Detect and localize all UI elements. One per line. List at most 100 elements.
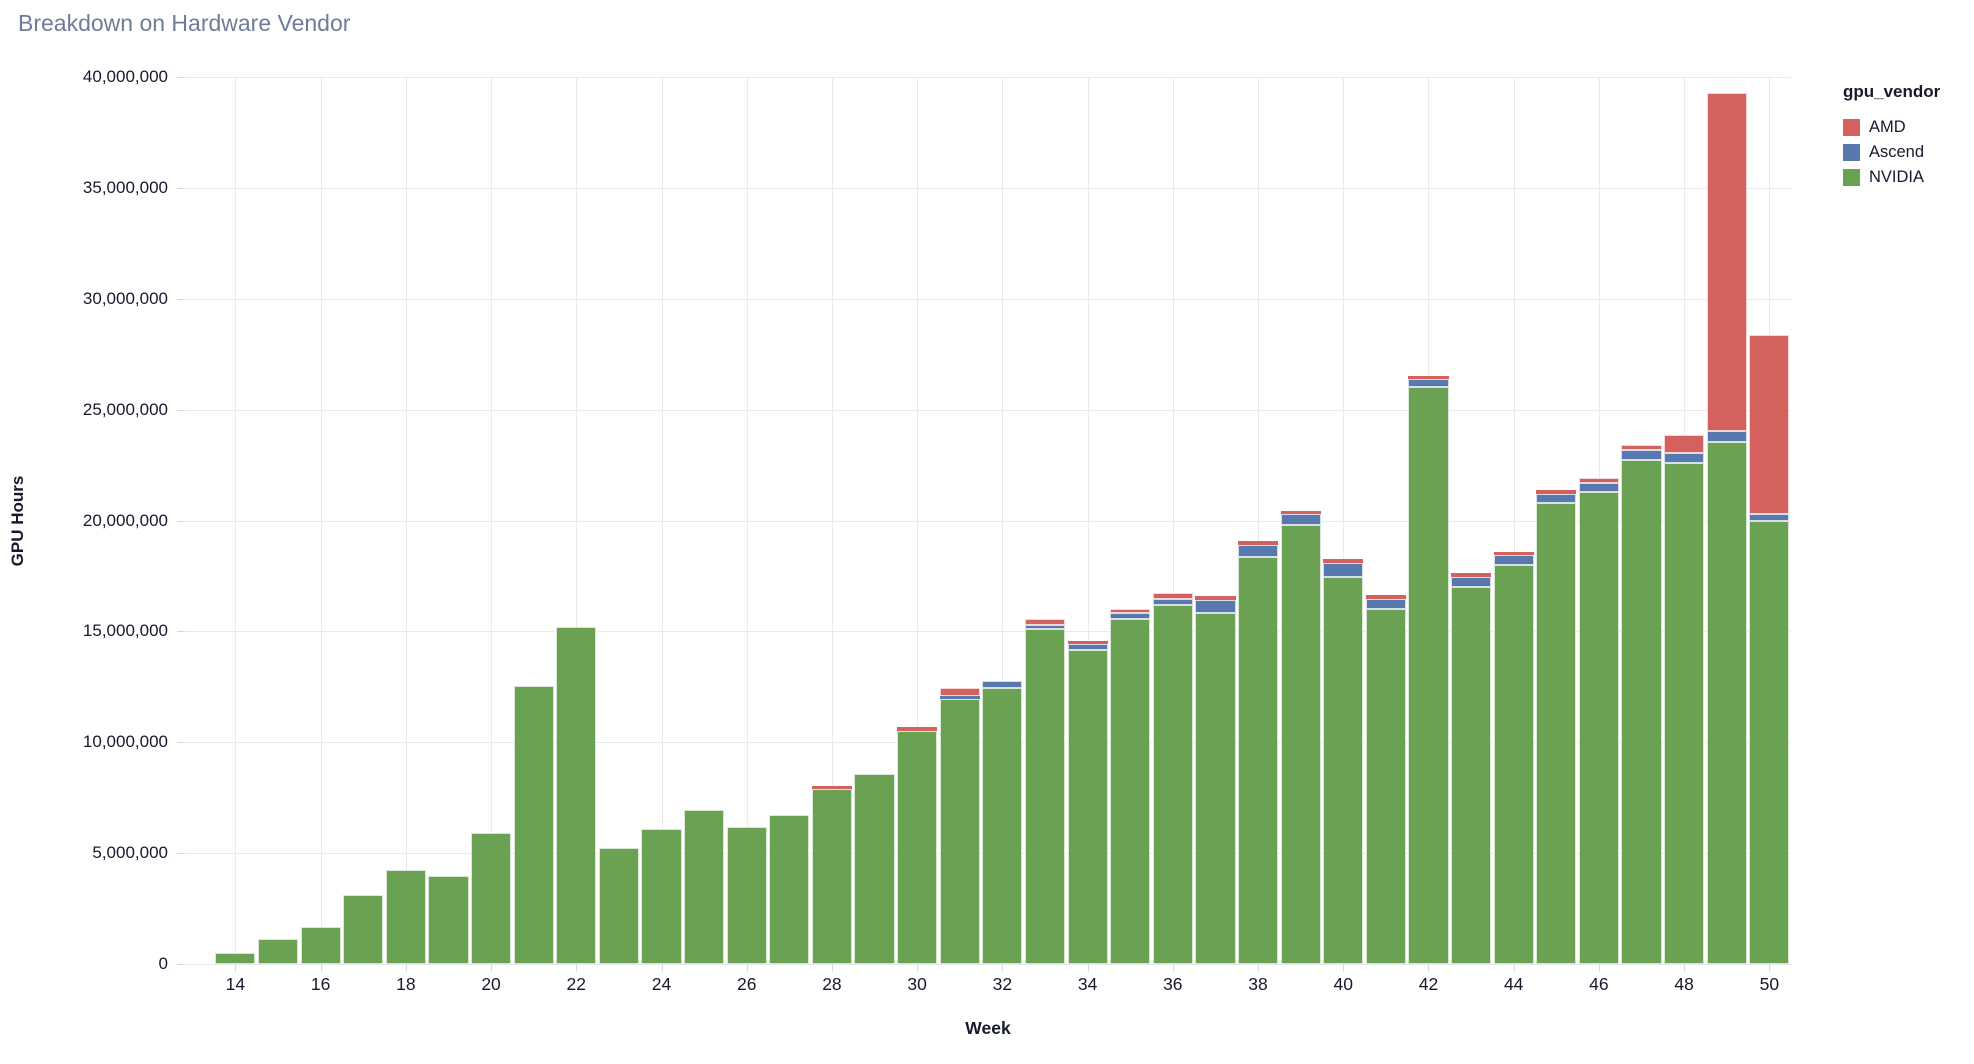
bar-segment-amd[interactable] [1408, 376, 1449, 379]
bar-week-17[interactable] [343, 894, 384, 964]
bar-segment-nvidia[interactable] [300, 926, 341, 964]
bar-segment-nvidia[interactable] [1578, 491, 1619, 964]
bar-segment-ascend[interactable] [1664, 452, 1705, 464]
bar-segment-nvidia[interactable] [1749, 520, 1790, 964]
bar-segment-nvidia[interactable] [598, 847, 639, 964]
bar-segment-ascend[interactable] [1621, 450, 1662, 460]
legend-item-ascend[interactable]: Ascend [1843, 141, 1940, 163]
bar-segment-amd[interactable] [1067, 640, 1108, 645]
bar-segment-amd[interactable] [1621, 445, 1662, 450]
bar-week-30[interactable] [897, 726, 938, 964]
bar-segment-amd[interactable] [1493, 552, 1534, 556]
bar-week-35[interactable] [1110, 608, 1151, 964]
bar-week-24[interactable] [641, 828, 682, 964]
bar-week-45[interactable] [1536, 490, 1577, 964]
bar-week-18[interactable] [385, 869, 426, 964]
bar-segment-nvidia[interactable] [343, 894, 384, 964]
bar-segment-ascend[interactable] [1067, 644, 1108, 651]
bar-segment-amd[interactable] [1024, 619, 1066, 625]
bar-segment-ascend[interactable] [1323, 563, 1364, 577]
bar-segment-nvidia[interactable] [684, 810, 725, 964]
bar-segment-ascend[interactable] [1024, 624, 1066, 630]
bar-week-44[interactable] [1493, 552, 1534, 964]
bar-segment-ascend[interactable] [982, 680, 1023, 688]
bar-segment-ascend[interactable] [1280, 514, 1321, 525]
bar-week-19[interactable] [428, 875, 469, 964]
bar-segment-nvidia[interactable] [470, 832, 512, 964]
bar-segment-amd[interactable] [1195, 596, 1236, 601]
bar-segment-amd[interactable] [1323, 559, 1364, 564]
bar-segment-nvidia[interactable] [1365, 609, 1406, 964]
bar-week-43[interactable] [1450, 573, 1492, 964]
bar-segment-ascend[interactable] [1152, 599, 1193, 605]
bar-segment-amd[interactable] [1152, 593, 1193, 600]
bar-segment-ascend[interactable] [1749, 514, 1790, 521]
bar-segment-ascend[interactable] [939, 696, 980, 700]
bar-week-38[interactable] [1237, 541, 1279, 964]
bar-segment-ascend[interactable] [1365, 599, 1406, 610]
bar-segment-nvidia[interactable] [428, 875, 469, 964]
bar-week-15[interactable] [257, 938, 299, 964]
bar-segment-amd[interactable] [1578, 478, 1619, 483]
bar-segment-nvidia[interactable] [811, 789, 853, 964]
bar-segment-nvidia[interactable] [1152, 605, 1193, 964]
bar-segment-nvidia[interactable] [1280, 524, 1321, 964]
bar-segment-ascend[interactable] [1110, 612, 1151, 620]
bar-segment-amd[interactable] [1280, 510, 1321, 515]
bar-segment-nvidia[interactable] [1450, 586, 1492, 964]
bar-segment-nvidia[interactable] [726, 826, 767, 964]
bar-week-22[interactable] [556, 627, 597, 964]
bar-segment-amd[interactable] [1749, 335, 1790, 515]
bar-segment-nvidia[interactable] [1323, 576, 1364, 964]
bar-week-28[interactable] [811, 785, 853, 964]
bar-segment-nvidia[interactable] [854, 774, 895, 964]
bar-week-42[interactable] [1408, 376, 1449, 964]
bar-segment-nvidia[interactable] [1664, 463, 1705, 964]
bar-week-29[interactable] [854, 774, 895, 964]
bar-segment-amd[interactable] [1536, 490, 1577, 495]
bar-segment-nvidia[interactable] [215, 952, 256, 964]
bar-week-46[interactable] [1578, 478, 1619, 964]
bar-week-49[interactable] [1706, 93, 1747, 964]
bar-segment-ascend[interactable] [1408, 378, 1449, 388]
bar-segment-nvidia[interactable] [1408, 387, 1449, 964]
bar-segment-amd[interactable] [897, 726, 938, 731]
bar-segment-nvidia[interactable] [897, 730, 938, 964]
bar-week-47[interactable] [1621, 445, 1662, 964]
bar-week-14[interactable] [215, 952, 256, 964]
bar-segment-ascend[interactable] [1450, 576, 1492, 587]
bar-week-20[interactable] [470, 832, 512, 964]
bar-week-21[interactable] [513, 685, 554, 964]
bar-segment-nvidia[interactable] [939, 699, 980, 964]
bar-segment-amd[interactable] [1237, 541, 1279, 546]
bar-week-31[interactable] [939, 688, 980, 964]
bar-segment-nvidia[interactable] [982, 687, 1023, 964]
bar-week-40[interactable] [1323, 559, 1364, 964]
bar-segment-ascend[interactable] [1493, 555, 1534, 566]
bar-segment-nvidia[interactable] [556, 627, 597, 964]
bar-segment-amd[interactable] [1365, 595, 1406, 600]
bar-week-41[interactable] [1365, 595, 1406, 964]
bar-segment-nvidia[interactable] [769, 815, 810, 964]
legend-item-nvidia[interactable]: NVIDIA [1843, 166, 1940, 188]
bar-segment-nvidia[interactable] [1493, 565, 1534, 964]
bar-week-50[interactable] [1749, 335, 1790, 964]
bar-week-37[interactable] [1195, 596, 1236, 964]
bar-week-23[interactable] [598, 847, 639, 964]
bar-segment-amd[interactable] [1110, 608, 1151, 613]
bar-week-48[interactable] [1664, 435, 1705, 964]
bar-segment-nvidia[interactable] [513, 685, 554, 964]
bar-segment-amd[interactable] [939, 688, 980, 697]
bar-week-39[interactable] [1280, 510, 1321, 964]
bar-week-36[interactable] [1152, 593, 1193, 964]
bar-segment-amd[interactable] [1450, 573, 1492, 577]
bar-segment-ascend[interactable] [1578, 482, 1619, 492]
bar-segment-nvidia[interactable] [1024, 629, 1066, 964]
bar-segment-ascend[interactable] [1195, 600, 1236, 613]
bar-segment-nvidia[interactable] [385, 869, 426, 964]
bar-segment-nvidia[interactable] [257, 938, 299, 964]
legend-item-amd[interactable]: AMD [1843, 116, 1940, 138]
bar-segment-ascend[interactable] [1237, 545, 1279, 557]
bar-week-25[interactable] [684, 810, 725, 964]
bar-segment-amd[interactable] [1664, 435, 1705, 453]
